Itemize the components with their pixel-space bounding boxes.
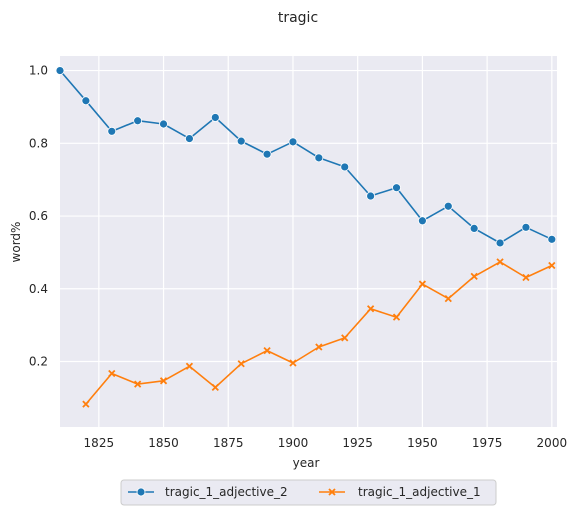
series-layer bbox=[55, 66, 557, 408]
grid-lines bbox=[60, 56, 557, 427]
data-point bbox=[289, 359, 297, 367]
data-point bbox=[55, 66, 65, 75]
data-point bbox=[134, 380, 142, 388]
data-point bbox=[211, 383, 219, 391]
data-point bbox=[107, 126, 117, 136]
legend-label-tragic-1-adjective-1: tragic_1_adjective_1 bbox=[358, 485, 481, 499]
chart-title: tragic bbox=[278, 10, 318, 26]
x-tick-label: 2000 bbox=[537, 436, 568, 450]
y-axis-label: word% bbox=[9, 222, 23, 263]
y-axis-ticks: 0.2 0.4 0.6 0.8 1.0 bbox=[29, 64, 48, 369]
y-tick-label: 0.8 bbox=[29, 136, 48, 150]
data-point bbox=[521, 222, 531, 232]
legend: tragic_1_adjective_2 tragic_1_adjective_… bbox=[120, 479, 497, 506]
x-tick-label: 1825 bbox=[84, 436, 115, 450]
data-point bbox=[133, 116, 143, 126]
data-point bbox=[263, 346, 271, 355]
data-point bbox=[210, 113, 220, 122]
y-tick-label: 0.6 bbox=[29, 209, 48, 223]
data-point bbox=[366, 305, 375, 313]
data-point bbox=[262, 149, 272, 159]
data-point bbox=[237, 360, 245, 368]
data-point bbox=[444, 294, 452, 303]
data-point bbox=[185, 362, 194, 370]
series-tragic-1-adjective-1 bbox=[82, 258, 556, 408]
data-point bbox=[340, 162, 350, 172]
data-point bbox=[159, 377, 168, 385]
data-point bbox=[392, 183, 401, 193]
data-point bbox=[82, 400, 90, 408]
x-tick-label: 1850 bbox=[148, 436, 179, 450]
data-point bbox=[548, 261, 556, 270]
data-point bbox=[392, 313, 401, 321]
data-point bbox=[418, 280, 427, 288]
x-tick-label: 1925 bbox=[342, 436, 373, 450]
y-tick-label: 1.0 bbox=[29, 64, 48, 78]
legend-marker-tragic-1-adjective-1 bbox=[328, 488, 336, 496]
data-point bbox=[81, 96, 91, 106]
legend-marker-tragic-1-adjective-2 bbox=[136, 487, 146, 497]
data-point bbox=[341, 334, 349, 342]
x-tick-label: 1950 bbox=[407, 436, 438, 450]
legend-box bbox=[120, 479, 497, 506]
x-tick-label: 1900 bbox=[278, 436, 309, 450]
data-point bbox=[496, 258, 504, 266]
data-point bbox=[547, 234, 557, 244]
data-point bbox=[159, 119, 168, 129]
data-point bbox=[443, 201, 453, 211]
x-axis-ticks: 1825 1850 1875 1900 1925 1950 1975 2000 bbox=[84, 436, 568, 450]
data-point bbox=[417, 216, 427, 226]
y-tick-label: 0.2 bbox=[29, 355, 48, 369]
data-point bbox=[314, 153, 324, 163]
data-point bbox=[236, 136, 246, 146]
data-point bbox=[469, 224, 479, 233]
series-tragic-1-adjective-2 bbox=[55, 66, 557, 248]
x-tick-label: 1975 bbox=[472, 436, 503, 450]
data-point bbox=[315, 343, 323, 351]
data-point bbox=[366, 191, 376, 201]
x-tick-label: 1875 bbox=[213, 436, 244, 450]
data-point bbox=[288, 137, 298, 147]
data-point bbox=[185, 134, 194, 143]
y-tick-label: 0.4 bbox=[29, 282, 48, 296]
data-point bbox=[495, 238, 505, 248]
data-point bbox=[470, 272, 478, 281]
legend-label-tragic-1-adjective-2: tragic_1_adjective_2 bbox=[165, 485, 288, 499]
x-axis-label: year bbox=[293, 456, 320, 470]
plot-area bbox=[60, 56, 557, 427]
data-point bbox=[522, 273, 530, 282]
data-point bbox=[108, 369, 116, 378]
